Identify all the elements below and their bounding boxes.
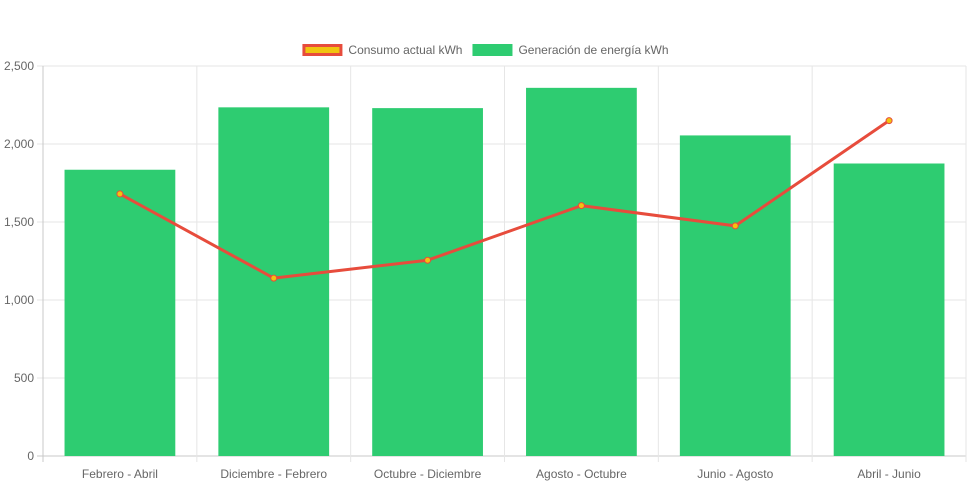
bar (833, 163, 945, 456)
y-tick-label: 500 (14, 371, 34, 385)
line-point (116, 190, 124, 198)
x-tick-label: Junio - Agosto (697, 467, 773, 481)
y-axis: 0 500 1,000 1,500 2,000 2,500 (4, 59, 34, 463)
legend-label-consumo: Consumo actual kWh (348, 43, 462, 57)
line-point (885, 117, 893, 125)
x-tick-label: Abril - Junio (857, 467, 921, 481)
line-point (731, 222, 739, 230)
x-axis: Febrero - Abril Diciembre - Febrero Octubr… (82, 467, 921, 481)
bar (526, 87, 637, 456)
bar-series (64, 87, 945, 457)
y-tick-label: 0 (27, 449, 34, 463)
line-point (424, 256, 432, 264)
x-tick-label: Diciembre - Febrero (220, 467, 327, 481)
x-tick-label: Febrero - Abril (82, 467, 158, 481)
bar (372, 108, 483, 457)
y-tick-label: 2,500 (4, 59, 34, 73)
line-path (118, 119, 891, 280)
line-point (577, 202, 585, 210)
grid-lines (37, 65, 967, 462)
legend-swatch-consumo (302, 44, 343, 56)
line-series (116, 117, 893, 282)
bar (218, 107, 330, 456)
x-tick-label: Octubre - Diciembre (374, 467, 482, 481)
y-tick-label: 1,000 (4, 293, 34, 307)
legend-swatch-generacion (472, 44, 513, 56)
bar (679, 135, 791, 457)
legend: Consumo actual kWh Generación de energía … (302, 43, 669, 57)
line-point (270, 274, 278, 282)
y-tick-label: 1,500 (4, 215, 34, 229)
bar (64, 169, 176, 457)
legend-label-generacion: Generación de energía kWh (518, 43, 668, 57)
y-tick-label: 2,000 (4, 137, 34, 151)
x-tick-label: Agosto - Octubre (536, 467, 627, 481)
